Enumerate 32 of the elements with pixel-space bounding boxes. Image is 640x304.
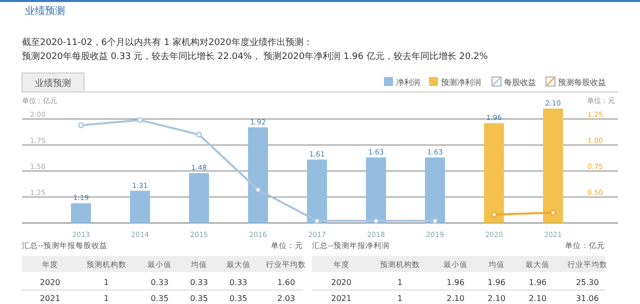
text: 0.33 — [229, 278, 248, 287]
text: 2.10 — [528, 294, 547, 303]
text: 31.06 — [576, 294, 599, 303]
text: 预测2020年每股收益 0.33 元，较去年同比增长 22.04%， 预测2020年净利润 1.96 亿元，较去年同比增长 20.2% — [22, 51, 488, 62]
text: 2021 — [40, 294, 60, 303]
legend-label: 每股收益 — [504, 78, 536, 87]
text: 2.03 — [277, 294, 296, 303]
chart-title: 业绩预测 — [25, 5, 65, 17]
text: 1.60 — [277, 278, 296, 287]
text: 0.35 — [190, 294, 208, 303]
text: 1 — [104, 294, 109, 303]
text: 1.96 — [446, 278, 464, 287]
text: 2020 — [40, 278, 60, 287]
legend-label: 预测每股收益 — [558, 78, 606, 87]
text: 0.33 — [190, 278, 208, 287]
legend-label: 预测净利润 — [441, 78, 481, 87]
text: 0.35 — [150, 294, 169, 303]
text: 1.96 — [488, 278, 506, 287]
text: 0.35 — [229, 294, 248, 303]
text: 1 — [104, 278, 109, 287]
text: 2021 — [331, 294, 352, 303]
text: 2.10 — [446, 294, 464, 303]
chart-subtitle: 截至2020-11-02，6个月以内共有 1 家机构对2020年度业绩作出预测： — [22, 37, 312, 48]
text: 1 — [397, 294, 402, 303]
text: 25.30 — [576, 278, 599, 287]
legend-label: 净利润 — [396, 78, 420, 87]
text: 1.96 — [528, 278, 547, 287]
text: 2.10 — [488, 294, 506, 303]
text: 1 — [397, 278, 402, 287]
text: 0.33 — [150, 278, 169, 287]
text: 业绩预测 — [35, 78, 71, 89]
text: 2020 — [331, 278, 352, 287]
